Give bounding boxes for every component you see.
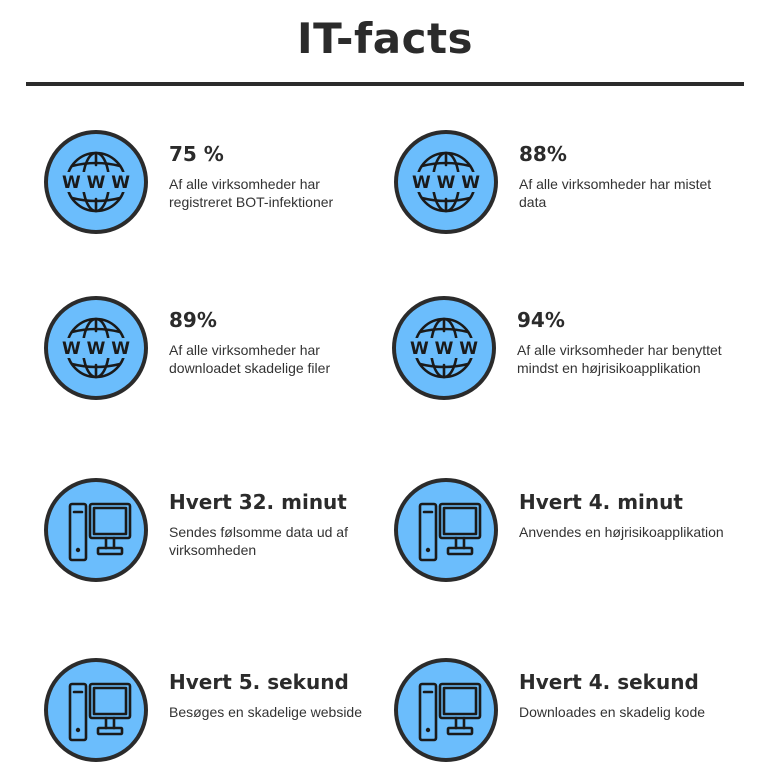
svg-text:W W W: W W W: [412, 173, 480, 193]
computer-icon: [418, 682, 482, 742]
globe-www-icon: W W W: [62, 317, 130, 379]
icon-circle: W W W: [394, 130, 498, 234]
fact-description: Af alle virksomheder har mistet data: [519, 176, 712, 210]
fact-stat: Hvert 5. sekund: [169, 670, 349, 694]
icon-circle: [394, 478, 498, 582]
fact-stat: Hvert 4. minut: [519, 490, 683, 514]
fact-stat: 75 %: [169, 142, 224, 166]
fact-description: Af alle virksomheder har benyttet mindst…: [517, 342, 722, 376]
fact-description: Af alle virksomheder har downloadet skad…: [169, 342, 331, 376]
fact-item: Hvert 4. sekund Downloades en skadelig k…: [394, 658, 754, 773]
fact-stat: Hvert 4. sekund: [519, 670, 699, 694]
fact-stat: 94%: [517, 308, 565, 332]
fact-stat: 89%: [169, 308, 217, 332]
icon-circle: W W W: [44, 296, 148, 400]
icon-circle: [394, 658, 498, 762]
computer-icon: [68, 502, 132, 562]
fact-description: Downloades en skadelig kode: [519, 704, 706, 720]
fact-item: Hvert 5. sekund Besøges en skadelige web…: [44, 658, 404, 773]
svg-text:W W W: W W W: [62, 173, 130, 193]
fact-item: Hvert 4. minut Anvendes en højrisikoappl…: [394, 478, 754, 593]
globe-www-icon: W W W: [62, 151, 130, 213]
fact-description: Besøges en skadelige webside: [169, 704, 363, 720]
fact-description: Af alle virksomheder har registreret BOT…: [169, 176, 334, 210]
page-title: IT-facts: [296, 14, 474, 63]
fact-item: W W W 75 % Af alle virksomheder har regi…: [44, 130, 404, 245]
fact-stat: 88%: [519, 142, 567, 166]
computer-icon: [418, 502, 482, 562]
icon-circle: [44, 658, 148, 762]
title-divider: [26, 82, 744, 86]
icon-circle: W W W: [44, 130, 148, 234]
fact-item: Hvert 32. minut Sendes følsomme data ud …: [44, 478, 404, 593]
icon-circle: [44, 478, 148, 582]
fact-item: W W W 89% Af alle virksomheder har downl…: [44, 296, 404, 411]
icon-circle: W W W: [392, 296, 496, 400]
fact-description: Anvendes en højrisikoapplikation: [519, 524, 724, 540]
fact-stat: Hvert 32. minut: [169, 490, 347, 514]
globe-www-icon: W W W: [412, 151, 480, 213]
fact-description: Sendes følsomme data ud af virksomheden: [169, 524, 348, 558]
fact-item: W W W 94% Af alle virksomheder har benyt…: [392, 296, 752, 411]
svg-text:W W W: W W W: [410, 339, 478, 359]
svg-text:W W W: W W W: [62, 339, 130, 359]
fact-item: W W W 88% Af alle virksomheder har miste…: [394, 130, 754, 245]
globe-www-icon: W W W: [410, 317, 478, 379]
computer-icon: [68, 682, 132, 742]
